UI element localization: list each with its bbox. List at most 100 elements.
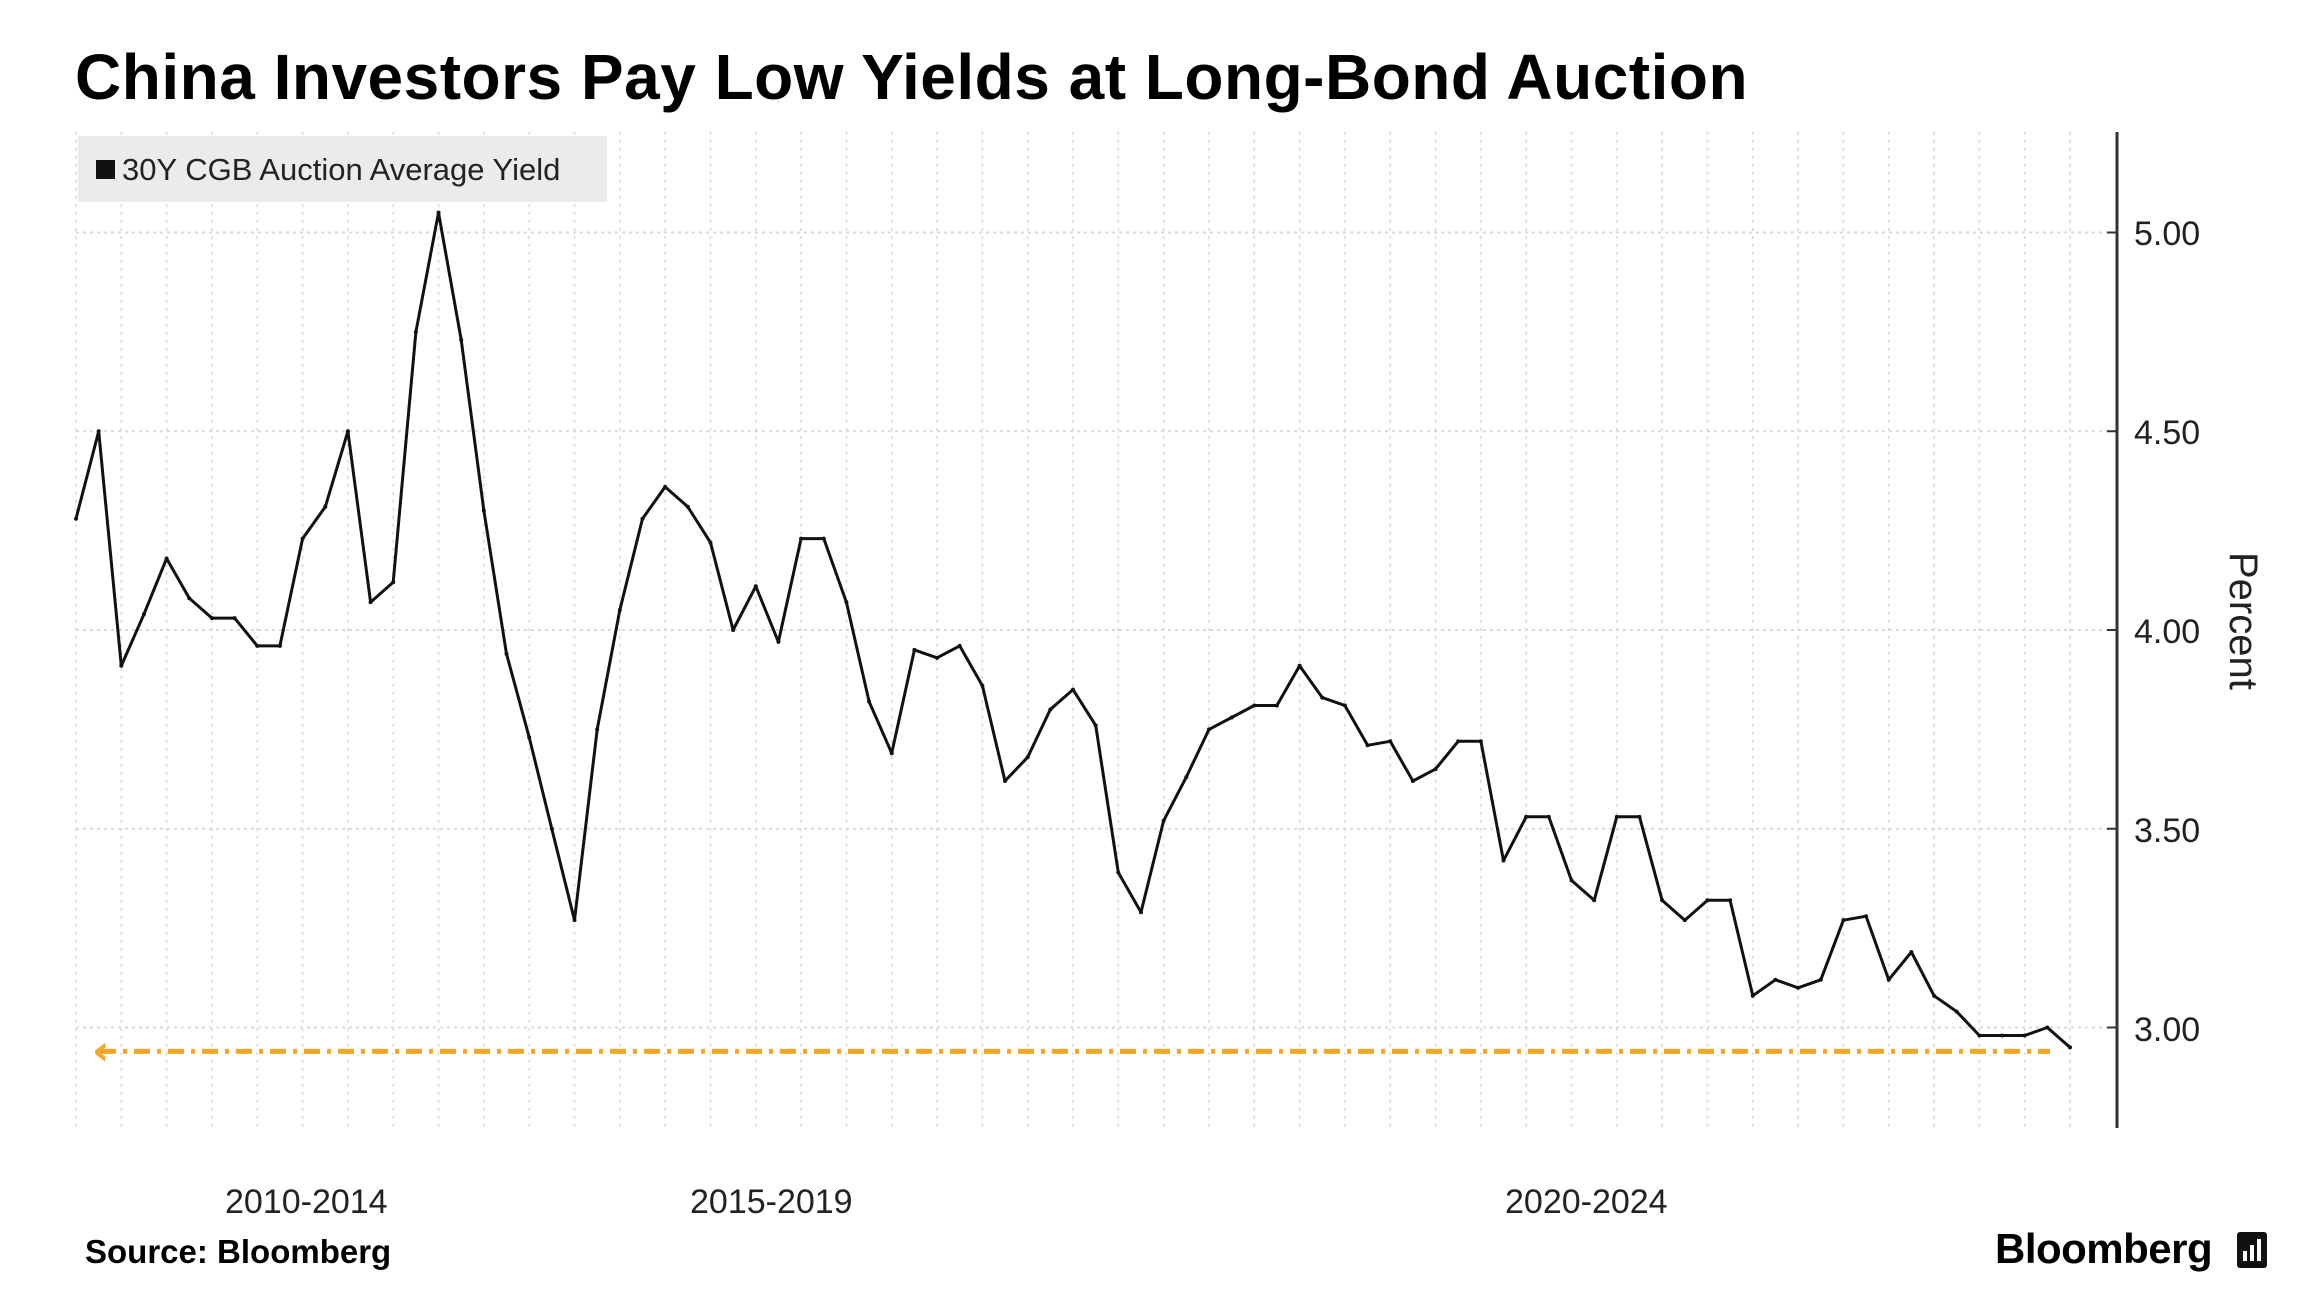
data-point [1388, 739, 1393, 744]
data-point [413, 329, 418, 334]
data-point [1864, 914, 1869, 919]
data-point [436, 210, 441, 215]
data-point [164, 556, 169, 561]
data-point [1773, 977, 1778, 982]
data-point [391, 580, 396, 585]
data-point [912, 647, 917, 652]
data-point [663, 484, 668, 489]
legend-box [78, 136, 607, 202]
data-point [799, 536, 804, 541]
data-point [935, 655, 940, 660]
data-point [1252, 703, 1257, 708]
data-point [640, 516, 645, 521]
data-point [1071, 687, 1075, 692]
data-point [232, 616, 237, 621]
data-point [323, 504, 328, 509]
data-point [255, 643, 260, 648]
data-point [1592, 898, 1597, 903]
x-axis-label: 2020-2024 [1505, 1183, 1668, 1221]
data-point [595, 727, 600, 732]
data-point [209, 616, 214, 621]
data-point [1954, 1009, 1959, 1014]
data-point [1818, 977, 1823, 982]
data-point [368, 600, 373, 605]
data-point [1682, 918, 1687, 923]
data-point [980, 683, 985, 688]
data-point [617, 608, 622, 613]
data-point [1138, 910, 1143, 915]
data-point [2068, 1045, 2072, 1050]
data-point [300, 536, 305, 541]
data-point [867, 699, 872, 704]
data-point [1410, 779, 1415, 784]
data-point [1456, 739, 1461, 744]
brand-logo: Bloomberg [1995, 1225, 2213, 1272]
data-point [504, 651, 509, 656]
y-axis-title: Percent [2221, 552, 2265, 690]
data-point [2022, 1033, 2027, 1038]
data-point [889, 751, 894, 756]
y-tick-label: 3.00 [2134, 1011, 2200, 1049]
data-point [1501, 858, 1506, 863]
data-point [1524, 814, 1529, 819]
data-point [1025, 755, 1030, 760]
data-point [459, 337, 464, 342]
data-point [1728, 898, 1733, 903]
data-point [74, 516, 78, 521]
bloomberg-terminal-icon [2237, 1232, 2267, 1268]
data-point [119, 663, 124, 668]
data-point [1229, 715, 1234, 720]
data-point [1909, 949, 1914, 954]
data-point [96, 429, 101, 434]
data-point [141, 612, 146, 617]
data-point [187, 596, 192, 601]
data-point [1614, 814, 1619, 819]
y-axis-ticks [2107, 231, 2117, 1029]
data-point [957, 643, 962, 648]
data-point [731, 628, 736, 632]
data-point [1660, 898, 1665, 903]
data-point [1841, 918, 1846, 923]
data-point [1342, 703, 1347, 708]
data-point [776, 639, 781, 644]
data-point [753, 584, 758, 589]
data-point [1546, 814, 1551, 819]
chart-title: China Investors Pay Low Yields at Long-B… [75, 41, 1749, 113]
data-point [1206, 727, 1211, 732]
horizontal-gridlines [76, 231, 2117, 1029]
data-point [1977, 1033, 1982, 1038]
data-point [1637, 814, 1642, 819]
data-point [1297, 663, 1302, 668]
data-point [2000, 1033, 2005, 1038]
reference-arrow-icon: ‹ [92, 1025, 109, 1074]
data-point [708, 540, 713, 545]
data-point [2045, 1025, 2050, 1030]
data-point [1184, 775, 1189, 780]
y-tick-label: 5.00 [2134, 215, 2200, 253]
data-point [1750, 993, 1755, 998]
data-point [1093, 723, 1098, 728]
data-point [1478, 739, 1483, 744]
x-axis-label: 2010-2014 [225, 1183, 388, 1221]
data-point [1796, 985, 1801, 990]
data-point [1932, 993, 1937, 998]
data-point [1320, 695, 1325, 700]
data-point [1705, 898, 1710, 903]
data-point [685, 504, 690, 509]
data-point [844, 600, 849, 605]
data-point [527, 735, 532, 740]
y-tick-label: 3.50 [2134, 812, 2200, 850]
data-point [1886, 977, 1891, 982]
data-point [1365, 743, 1370, 748]
data-point [1433, 767, 1438, 772]
source-note: Source: Bloomberg [85, 1233, 392, 1270]
data-point [1116, 870, 1121, 875]
x-axis-label: 2015-2019 [690, 1183, 853, 1221]
data-point [572, 918, 577, 923]
data-point [1274, 703, 1279, 708]
data-point [821, 536, 826, 541]
y-tick-label: 4.50 [2134, 414, 2200, 452]
legend-swatch [96, 160, 115, 179]
y-tick-label: 4.00 [2134, 613, 2200, 651]
